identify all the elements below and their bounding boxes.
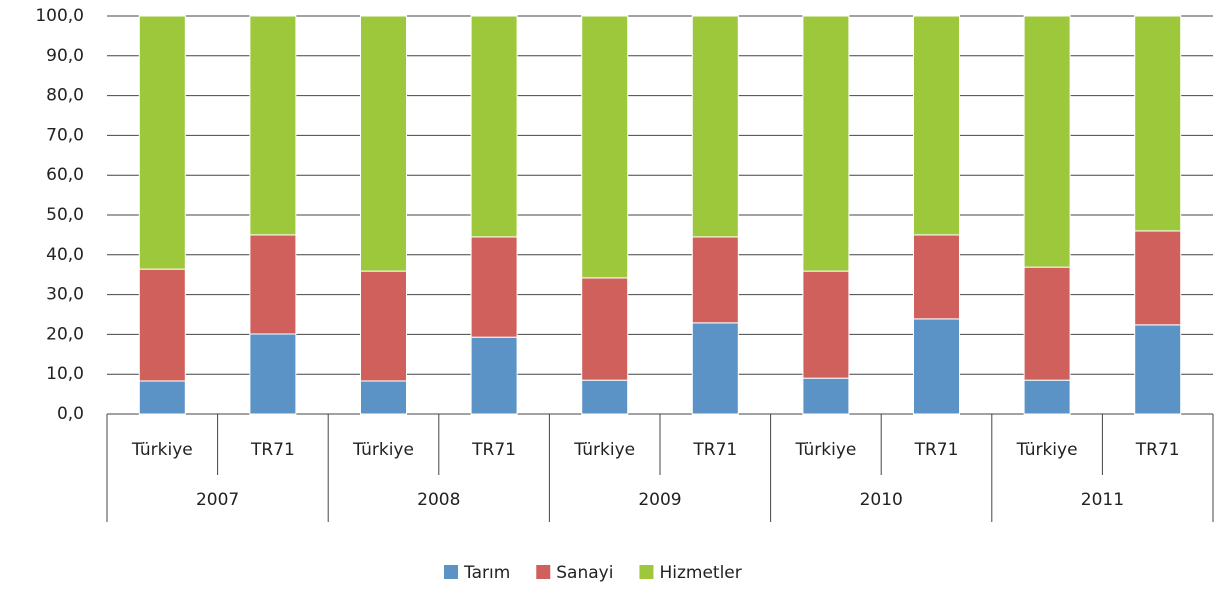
- bar-segment: [360, 380, 407, 415]
- bar-segment: [1134, 15, 1182, 232]
- bar-segment: [1134, 230, 1182, 326]
- bar-segment: [691, 15, 739, 238]
- bar-segment: [802, 377, 850, 415]
- bar-segment: [249, 333, 297, 415]
- y-tick-label: 100,0: [35, 6, 84, 26]
- bar-segment: [138, 268, 186, 382]
- x-tick-label: TR71: [250, 440, 295, 460]
- bar-segment: [913, 318, 960, 415]
- y-tick-label: 20,0: [46, 324, 84, 344]
- group-label: 2008: [417, 490, 460, 510]
- group-label: 2010: [860, 490, 903, 510]
- x-tick-label: Türkiye: [1016, 440, 1078, 460]
- bar-segment: [1023, 379, 1071, 415]
- group-label: 2009: [638, 490, 681, 510]
- y-tick-label: 50,0: [46, 205, 84, 225]
- bar-segment: [581, 379, 629, 415]
- y-tick-label: 0,0: [57, 404, 84, 424]
- bar-segment: [691, 322, 739, 415]
- bar-segment: [802, 270, 850, 379]
- y-tick-label: 40,0: [46, 245, 84, 265]
- bar-segment: [138, 380, 186, 415]
- x-tick-label: TR71: [914, 440, 959, 460]
- legend-label: Hizmetler: [659, 563, 741, 583]
- legend-swatch: [536, 565, 551, 579]
- bar-segment: [249, 234, 297, 335]
- legend-swatch: [639, 565, 654, 579]
- bar-segment: [1023, 266, 1071, 381]
- bar-segment: [360, 15, 407, 272]
- bar-segment: [470, 336, 518, 415]
- y-tick-label: 90,0: [46, 46, 84, 66]
- x-tick-label: Türkiye: [794, 440, 856, 460]
- bar-segment: [1134, 324, 1182, 415]
- legend-swatch: [444, 565, 458, 579]
- bar-segment: [360, 270, 407, 382]
- y-tick-label: 30,0: [46, 285, 84, 305]
- legend-label: Sanayi: [556, 563, 613, 583]
- bar-segment: [1023, 15, 1071, 268]
- bar-segment: [470, 236, 518, 338]
- bar-segment: [249, 15, 297, 236]
- bar-segment: [581, 277, 629, 381]
- bar-segment: [470, 15, 518, 238]
- bar-segment: [913, 234, 960, 320]
- bar-segment: [138, 15, 186, 270]
- group-label: 2011: [1081, 490, 1124, 510]
- x-tick-label: TR71: [471, 440, 516, 460]
- bar-segment: [581, 15, 629, 279]
- y-tick-label: 60,0: [46, 165, 84, 185]
- group-label: 2007: [196, 490, 239, 510]
- y-tick-label: 10,0: [46, 364, 84, 384]
- bar-segment: [691, 236, 739, 324]
- x-tick-label: TR71: [692, 440, 737, 460]
- y-tick-label: 80,0: [46, 86, 84, 106]
- x-tick-label: Türkiye: [573, 440, 635, 460]
- y-tick-label: 70,0: [46, 125, 84, 145]
- legend-label: Tarım: [463, 563, 510, 583]
- bar-segment: [913, 15, 960, 236]
- x-tick-label: TR71: [1135, 440, 1180, 460]
- x-tick-label: Türkiye: [131, 440, 193, 460]
- bar-segment: [802, 15, 850, 272]
- x-tick-label: Türkiye: [352, 440, 414, 460]
